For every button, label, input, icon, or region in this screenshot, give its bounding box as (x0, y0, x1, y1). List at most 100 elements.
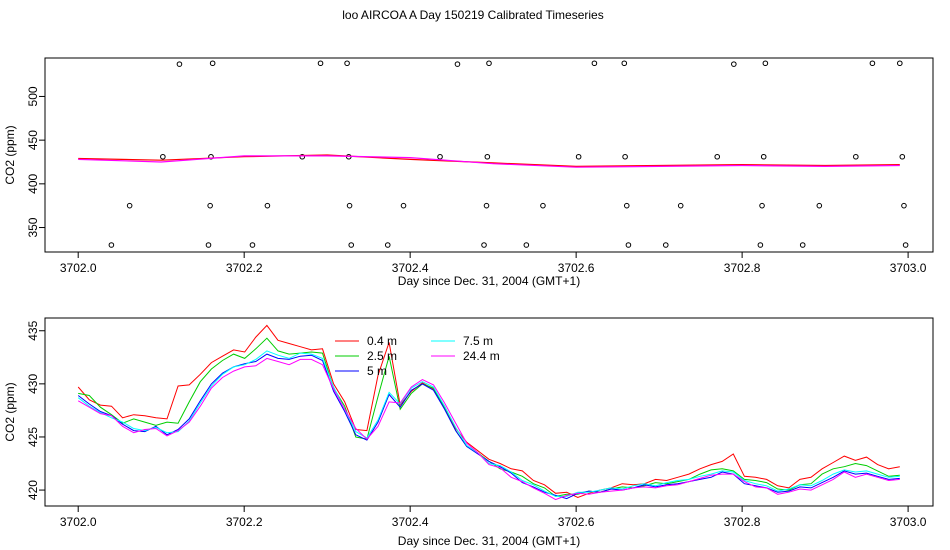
x-tick-label: 3702.4 (392, 515, 429, 529)
calibration-point (622, 153, 628, 160)
bottom-x-axis-label: Day since Dec. 31, 2004 (GMT+1) (398, 534, 580, 548)
calibration-point (869, 60, 876, 67)
legend-entry-7-5-m: 7.5 m (431, 334, 493, 348)
y-tick-label: 420 (26, 480, 40, 500)
legend-entry-0-4-m: 0.4 m (335, 334, 397, 348)
calibration-point (760, 153, 767, 160)
chart-title: loo AIRCOA A Day 150219 Calibrated Times… (342, 8, 603, 22)
top-plot-frame (44, 57, 934, 253)
calibration-point (348, 242, 355, 248)
calibration-point (299, 153, 306, 160)
x-tick-label: 3702.8 (724, 261, 761, 275)
series-line-0-4-m (78, 154, 900, 168)
top-y-axis: 350 400 450 500 (26, 86, 45, 238)
y-tick-label: 430 (26, 374, 40, 394)
calibration-point (249, 242, 256, 248)
bottom-x-axis: 3702.0 3702.2 3702.4 3702.6 3702.8 3703.0 (60, 506, 927, 529)
calibration-point (897, 60, 903, 67)
calibration-point (625, 242, 632, 248)
calibration-point (454, 61, 461, 67)
x-tick-label: 3702.2 (226, 261, 263, 275)
calibration-point (731, 61, 737, 67)
y-tick-label: 435 (26, 320, 40, 340)
legend-entry-5-m: 5 m (335, 364, 387, 378)
bottom-y-axis: 420 425 430 435 (26, 320, 45, 500)
legend-label: 7.5 m (463, 334, 493, 348)
calibration-point (902, 242, 909, 248)
y-tick-label: 400 (26, 174, 40, 194)
calibration-point (400, 202, 407, 209)
calibration-point (662, 242, 669, 248)
calibration-point (757, 242, 764, 248)
calibration-point (205, 242, 212, 248)
x-tick-label: 3702.2 (226, 515, 263, 529)
x-tick-label: 3702.6 (558, 261, 595, 275)
calibration-point (575, 153, 582, 160)
x-tick-label: 3703.0 (890, 261, 927, 275)
top-x-axis: 3702.0 3702.2 3702.4 3702.6 3702.8 3703.0 (60, 252, 927, 275)
legend-entry-24-4-m: 24.4 m (431, 349, 500, 363)
calibration-points (108, 60, 909, 248)
calibration-point (759, 202, 765, 209)
top-panel: 3702.0 3702.2 3702.4 3702.6 3702.8 3703.0 350… (3, 57, 934, 288)
calibration-point (621, 60, 628, 67)
calibration-point (901, 202, 907, 209)
bottom-panel: 3702.0 3702.2 3702.4 3702.6 3702.8 3703.0 420… (3, 317, 934, 548)
x-tick-label: 3702.8 (724, 515, 761, 529)
calibration-point (523, 242, 530, 248)
calibration-point (853, 153, 859, 160)
calibration-point (484, 153, 491, 160)
calibration-point (344, 60, 350, 67)
series-line-7-5-m (77, 350, 900, 497)
bottom-plot-frame (44, 317, 934, 507)
y-tick-label: 500 (26, 86, 40, 106)
series-line-24-4-m (77, 357, 900, 501)
calibration-point (899, 153, 906, 160)
calibration-point (591, 60, 598, 67)
top-series-lines (78, 154, 900, 168)
series-line-5-m (77, 353, 900, 500)
x-tick-label: 3702.6 (558, 515, 595, 529)
series-line-0-4-m (77, 324, 900, 499)
calibration-point (486, 60, 492, 67)
y-tick-label: 350 (26, 217, 40, 237)
legend-label: 24.4 m (463, 349, 500, 363)
calibration-point (346, 202, 353, 209)
calibration-point (317, 60, 324, 67)
bottom-series-lines (77, 324, 900, 501)
x-tick-label: 3703.0 (890, 515, 927, 529)
calibration-point (540, 202, 546, 209)
calibration-point (762, 60, 769, 67)
calibration-point (209, 60, 216, 67)
series-line-24-4-m (78, 155, 900, 168)
legend-label: 0.4 m (367, 334, 397, 348)
calibration-point (208, 153, 214, 160)
calibration-point (623, 202, 630, 209)
calibration-point (108, 242, 115, 248)
calibration-point (207, 202, 213, 209)
legend: 0.4 m2.5 m5 m 7.5 m24.4 m (335, 334, 500, 378)
legend-label: 2.5 m (367, 349, 397, 363)
x-tick-label: 3702.0 (60, 261, 97, 275)
x-tick-label: 3702.4 (392, 261, 429, 275)
bottom-y-axis-label: CO2 (ppm) (3, 382, 17, 441)
top-y-axis-label: CO2 (ppm) (3, 125, 17, 184)
legend-label: 5 m (367, 364, 387, 378)
top-x-axis-label: Day since Dec. 31, 2004 (GMT+1) (398, 274, 580, 288)
calibration-point (483, 202, 490, 209)
calibration-point (176, 61, 183, 67)
calibration-point (677, 202, 684, 209)
y-tick-label: 425 (26, 427, 40, 447)
legend-entry-2-5-m: 2.5 m (335, 349, 397, 363)
calibration-point (126, 202, 133, 209)
calibration-point (816, 202, 823, 209)
y-tick-label: 450 (26, 130, 40, 150)
calibration-point (384, 242, 391, 248)
calibration-point (481, 242, 487, 248)
x-tick-label: 3702.0 (60, 515, 97, 529)
calibration-point (160, 153, 166, 160)
calibration-point (799, 242, 806, 248)
calibration-point (264, 202, 271, 209)
calibration-point (714, 153, 721, 160)
